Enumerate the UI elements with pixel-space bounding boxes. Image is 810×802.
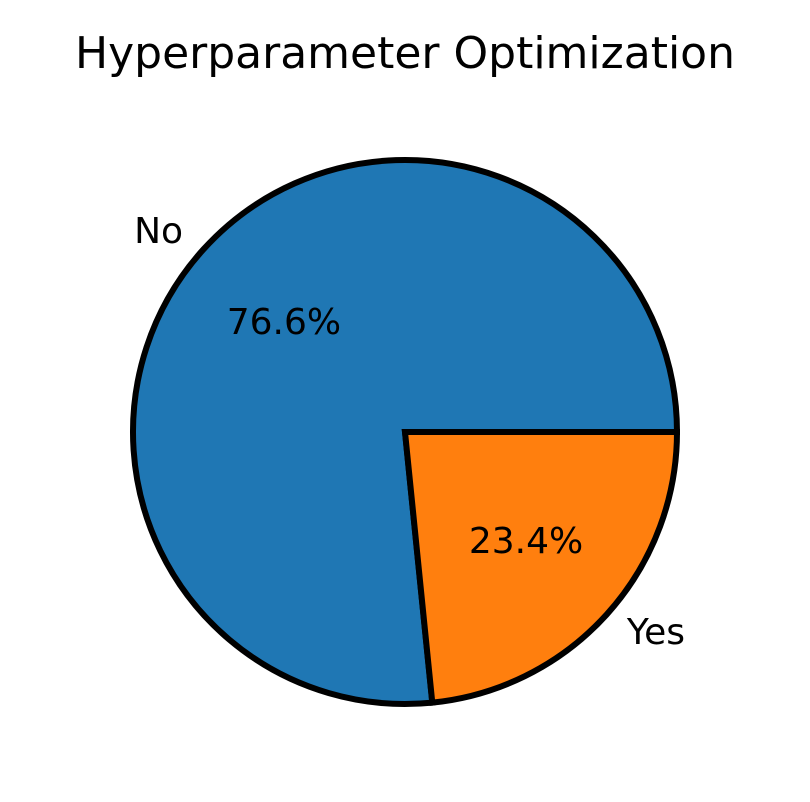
percent-label-no: 76.6% [227,302,341,343]
slice-label-no: No [134,211,183,252]
slice-label-yes: Yes [626,612,685,653]
pie-slice-no [130,157,681,707]
pie-labels: No 76.6% Yes 23.4% [134,211,685,653]
percent-label-yes: 23.4% [469,521,583,562]
pie-slice-yes [401,429,681,706]
pie-slices [130,157,681,707]
chart-title: Hyperparameter Optimization [75,28,735,79]
